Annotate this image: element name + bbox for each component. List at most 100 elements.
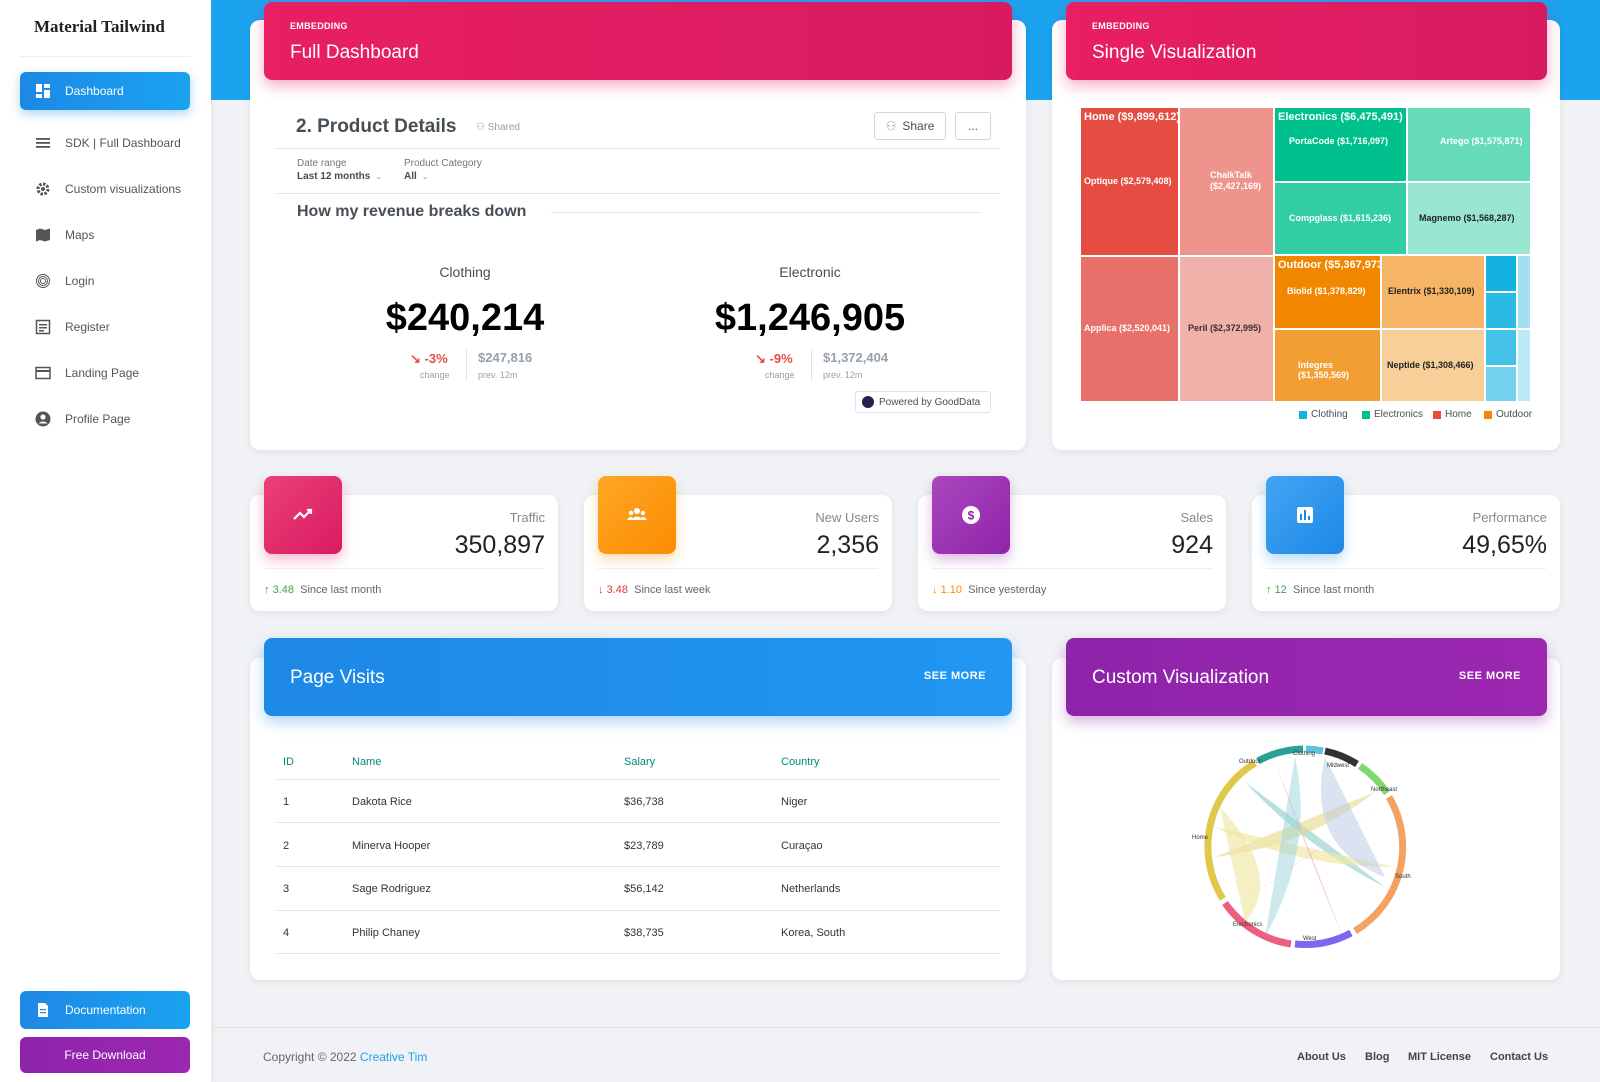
chord-label: Northeast <box>1371 787 1397 793</box>
treemap-tile-peril[interactable]: Peril ($2,372,995) <box>1179 256 1274 402</box>
table-cell: Sage Rodriguez <box>352 883 431 895</box>
table-cell: Curaçao <box>781 840 823 852</box>
divider <box>276 953 1000 954</box>
treemap-tile-compglass[interactable]: Compglass ($1,615,236) <box>1274 182 1407 255</box>
kpi-label-clothing: Clothing <box>439 264 491 280</box>
sidebar-item-label: Login <box>65 274 95 288</box>
product-details-title: 2. Product Details <box>296 116 457 137</box>
product-category-filter[interactable]: All ⌄ <box>404 171 428 182</box>
powered-by-badge[interactable]: Powered by GoodData <box>855 391 991 413</box>
treemap-group-outdoor: Outdoor ($5,367,973) <box>1278 259 1381 271</box>
treemap-tile-magnemo[interactable]: Magnemo ($1,568,287) <box>1407 182 1531 255</box>
sidebar-item-label: Dashboard <box>65 84 124 98</box>
chord-diagram[interactable]: Outdoor Clothing Midwest Northeast Home … <box>1180 732 1430 954</box>
date-range-filter[interactable]: Last 12 months ⌄ <box>297 171 382 182</box>
embedding-tag: EMBEDDING <box>1092 21 1150 31</box>
creative-tim-link[interactable]: Creative Tim <box>359 1050 428 1064</box>
treemap-tile-clothing[interactable] <box>1517 329 1531 402</box>
stat-label: New Users <box>815 510 879 525</box>
divider <box>276 822 1000 823</box>
footer-link-contact-us[interactable]: Contact Us <box>1490 1051 1549 1063</box>
user-icon <box>35 411 51 427</box>
footer-link-mit-license[interactable]: MIT License <box>1408 1051 1471 1063</box>
treemap-tile-label: Biolid ($1,378,829) <box>1287 286 1366 296</box>
table-cell: 4 <box>283 927 290 939</box>
treemap-tile-chalktalk[interactable]: ChalkTalk ($2,427,169) <box>1179 107 1274 256</box>
sidebar-item-login[interactable]: Login <box>20 262 190 300</box>
chord-ribbon <box>1220 807 1261 922</box>
table-cell: Minerva Hooper <box>352 840 431 852</box>
legend-item-home[interactable]: Home <box>1433 409 1472 420</box>
treemap-tile-portacode[interactable]: Electronics ($6,475,491) PortaCode ($1,7… <box>1274 107 1407 182</box>
trending-up-icon <box>264 476 342 554</box>
treemap-chart[interactable]: Home ($9,899,612) Optique ($2,579,408) C… <box>1080 107 1531 402</box>
treemap-tile-integres[interactable]: Integres ($1,350,569) <box>1274 329 1381 402</box>
sidebar-item-label: Custom visualizations <box>65 182 182 196</box>
embedding-tag: EMBEDDING <box>290 21 348 31</box>
stat-value: 924 <box>1171 531 1213 559</box>
chord-label: West <box>1303 936 1317 942</box>
brand-logo[interactable]: Material Tailwind <box>34 17 165 36</box>
arrow-down-right-icon: ↘ <box>755 351 770 366</box>
more-options-button[interactable]: ... <box>955 112 991 140</box>
sidebar-item-register[interactable]: Register <box>20 308 190 346</box>
treemap-tile-clothing[interactable] <box>1485 292 1517 329</box>
chord-label: Electronics <box>1233 922 1262 928</box>
list-icon <box>35 135 51 151</box>
treemap-tile-label: Elentrix ($1,330,109) <box>1388 286 1475 296</box>
treemap-tile-clothing[interactable] <box>1485 255 1517 292</box>
sidebar-item-maps[interactable]: Maps <box>20 216 190 254</box>
treemap-tile-clothing[interactable] <box>1485 366 1517 402</box>
treemap-tile-neptide[interactable]: Neptide ($1,308,466) <box>1381 329 1485 402</box>
legend-item-outdoor[interactable]: Outdoor <box>1484 409 1532 420</box>
divider <box>811 349 812 381</box>
sidebar-item-custom-visualizations[interactable]: Custom visualizations <box>20 170 190 208</box>
sidebar-item-dashboard[interactable]: Dashboard <box>20 72 190 110</box>
kpi-label-electronic: Electronic <box>779 264 841 280</box>
treemap-tile-biolid[interactable]: Outdoor ($5,367,973) Biolid ($1,378,829) <box>1274 255 1381 329</box>
footer-link-about-us[interactable]: About Us <box>1297 1051 1346 1063</box>
treemap-tile-label: Optique ($2,579,408) <box>1084 176 1172 186</box>
free-download-button[interactable]: Free Download <box>20 1037 190 1073</box>
sidebar-item-landing-page[interactable]: Landing Page <box>20 354 190 392</box>
stat-value: 2,356 <box>816 531 879 559</box>
fingerprint-icon <box>35 273 51 289</box>
legend-item-electronics[interactable]: Electronics <box>1362 409 1423 420</box>
see-more-button[interactable]: SEE MORE <box>923 670 986 682</box>
sidebar-item-label: Maps <box>65 228 95 242</box>
documentation-label: Documentation <box>65 1003 146 1017</box>
sidebar-item-label: SDK | Full Dashboard <box>65 136 181 150</box>
table-cell: 2 <box>283 840 290 852</box>
section-title-line <box>551 212 981 213</box>
treemap-tile-clothing[interactable] <box>1485 329 1517 366</box>
stat-delta: 1.10 <box>940 584 962 596</box>
table-cell: Dakota Rice <box>352 796 412 808</box>
card-title: Page Visits <box>290 667 385 688</box>
arrow-up-icon: ↑ <box>1266 584 1272 596</box>
treemap-tile-label: Peril ($2,372,995) <box>1188 323 1262 333</box>
single-visualization-header: EMBEDDING Single Visualization <box>1066 2 1547 80</box>
see-more-button[interactable]: SEE MORE <box>1458 670 1521 682</box>
treemap-tile-clothing[interactable] <box>1517 255 1531 329</box>
stat-since: Since last month <box>300 584 382 596</box>
treemap-tile-artego[interactable]: Artego ($1,575,871) <box>1407 107 1531 182</box>
legend-label: Outdoor <box>1496 409 1533 420</box>
column-header-id: ID <box>283 756 294 768</box>
treemap-tile-applica[interactable]: Applica ($2,520,041) <box>1080 256 1179 402</box>
sidebar-item-sdk-full-dashboard[interactable]: SDK | Full Dashboard <box>20 124 190 162</box>
kpi-change-label: change <box>765 370 795 380</box>
treemap-tile-elentrix[interactable]: Elentrix ($1,330,109) <box>1381 255 1485 329</box>
treemap-tile-optique[interactable]: Home ($9,899,612) Optique ($2,579,408) <box>1080 107 1179 256</box>
full-dashboard-card <box>250 20 1026 450</box>
footer-link-blog[interactable]: Blog <box>1365 1051 1390 1063</box>
column-header-salary: Salary <box>624 756 656 768</box>
sidebar-item-profile-page[interactable]: Profile Page <box>20 400 190 438</box>
legend-item-clothing[interactable]: Clothing <box>1299 409 1348 420</box>
chord-ribbon <box>1321 757 1385 877</box>
documentation-button[interactable]: Documentation <box>20 991 190 1029</box>
share-button[interactable]: ⚇ Share <box>874 112 946 140</box>
arrow-up-icon: ↑ <box>264 584 270 596</box>
legend-swatch <box>1433 410 1441 419</box>
sidebar-item-label: Landing Page <box>65 366 140 380</box>
divider <box>276 193 1000 194</box>
